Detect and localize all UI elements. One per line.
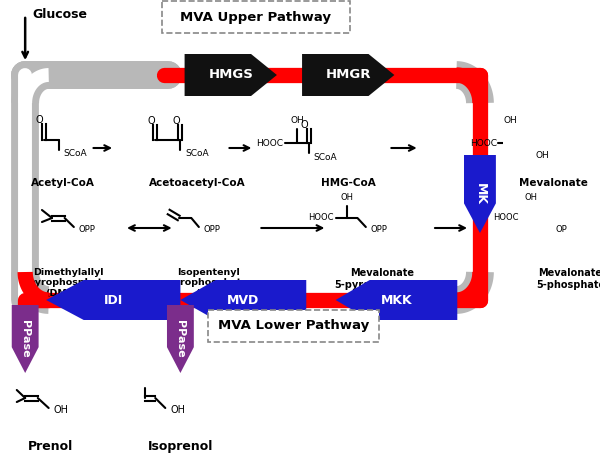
Polygon shape: [464, 155, 496, 233]
Polygon shape: [46, 280, 181, 320]
Text: OP: OP: [556, 224, 567, 234]
Text: SCoA: SCoA: [64, 149, 88, 158]
Text: SCoA: SCoA: [185, 149, 209, 158]
Polygon shape: [181, 280, 306, 320]
Text: OH: OH: [290, 116, 304, 125]
Text: HMGS: HMGS: [208, 69, 253, 82]
Text: Acetoacetyl-CoA: Acetoacetyl-CoA: [149, 178, 245, 188]
Text: HOOC: HOOC: [470, 138, 497, 147]
Text: MVD: MVD: [227, 294, 259, 306]
FancyBboxPatch shape: [208, 310, 379, 342]
Text: Mevalonate: Mevalonate: [520, 178, 588, 188]
Polygon shape: [335, 280, 457, 320]
Text: HOOC: HOOC: [257, 138, 284, 147]
Text: O: O: [301, 120, 308, 130]
Text: Acetyl-CoA: Acetyl-CoA: [31, 178, 95, 188]
Text: OH: OH: [535, 151, 549, 159]
Text: OH: OH: [340, 193, 353, 202]
Text: Isopentenyl
pyrophosphate
(IPP): Isopentenyl pyrophosphate (IPP): [168, 268, 248, 298]
Text: O: O: [172, 116, 180, 126]
Text: IDI: IDI: [104, 294, 123, 306]
Polygon shape: [167, 305, 194, 373]
Text: PPase: PPase: [20, 320, 30, 358]
Polygon shape: [12, 305, 38, 373]
Text: HOOC: HOOC: [493, 213, 518, 223]
Text: OPP: OPP: [79, 224, 96, 234]
Text: OH: OH: [524, 193, 538, 202]
Text: MKK: MKK: [380, 294, 412, 306]
Text: OPP: OPP: [204, 224, 221, 234]
Text: HMG-CoA: HMG-CoA: [321, 178, 376, 188]
Text: HMGR: HMGR: [325, 69, 371, 82]
Text: Mevalonate
5-pyrophosphate: Mevalonate 5-pyrophosphate: [335, 268, 429, 289]
Text: OH: OH: [170, 405, 185, 415]
Text: O: O: [147, 116, 155, 126]
Polygon shape: [302, 54, 394, 96]
Text: Prenol: Prenol: [28, 440, 73, 453]
Text: OH: OH: [54, 405, 68, 415]
Text: OH: OH: [503, 116, 517, 125]
Polygon shape: [185, 54, 277, 96]
Text: Dimethylallyl
pyrophosphate
(DMAPP): Dimethylallyl pyrophosphate (DMAPP): [28, 268, 109, 298]
Text: OPP: OPP: [371, 224, 388, 234]
Text: HOOC: HOOC: [308, 213, 334, 223]
Text: PPase: PPase: [175, 320, 185, 358]
Text: O: O: [35, 115, 43, 125]
Text: MVA Lower Pathway: MVA Lower Pathway: [218, 320, 369, 333]
Text: Mevalonate
5-phosphate: Mevalonate 5-phosphate: [536, 268, 600, 289]
Text: Glucose: Glucose: [32, 8, 87, 21]
Text: MK: MK: [473, 183, 487, 205]
FancyBboxPatch shape: [162, 1, 350, 33]
Text: MVA Upper Pathway: MVA Upper Pathway: [181, 11, 331, 23]
Text: Isoprenol: Isoprenol: [148, 440, 213, 453]
Text: SCoA: SCoA: [314, 153, 337, 162]
